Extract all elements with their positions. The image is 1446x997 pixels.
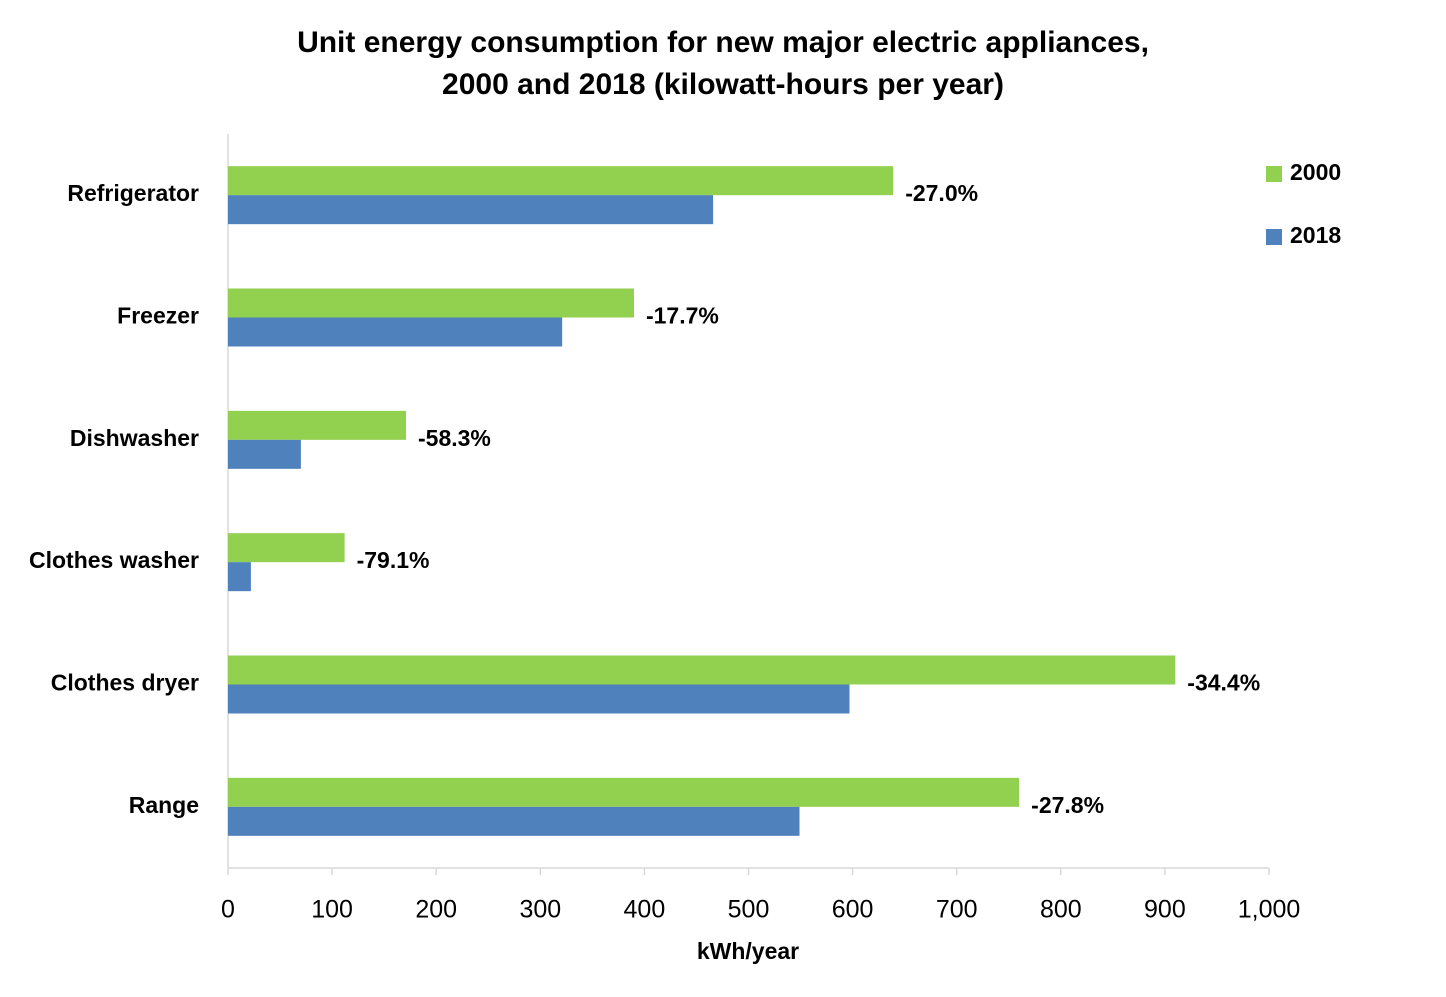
bar (228, 655, 1176, 685)
data-label: -27.0% (905, 180, 978, 206)
y-tick-label: Range (129, 792, 199, 818)
chart-title: 2000 and 2018 (kilowatt-hours per year) (442, 68, 1004, 101)
data-label: -27.8% (1031, 792, 1104, 818)
bar (228, 439, 301, 469)
y-tick-label: Refrigerator (67, 180, 199, 206)
x-tick-label: 200 (415, 896, 457, 924)
data-label: -34.4% (1187, 670, 1260, 696)
bar (228, 806, 800, 836)
legend-swatch (1266, 166, 1282, 182)
legend-swatch (1266, 229, 1282, 245)
x-tick-label: 100 (311, 896, 353, 924)
y-tick-label: Freezer (117, 303, 199, 329)
bar (228, 562, 251, 592)
x-tick-label: 600 (832, 896, 874, 924)
x-axis-title: kWh/year (697, 938, 799, 964)
x-tick-label: 500 (728, 896, 770, 924)
bar (228, 533, 345, 563)
data-label: -17.7% (646, 303, 719, 329)
x-tick-label: 0 (221, 896, 235, 924)
y-tick-label: Clothes washer (29, 547, 199, 573)
x-tick-label: 300 (519, 896, 561, 924)
legend-label: 2000 (1290, 159, 1341, 185)
data-label: -79.1% (357, 547, 430, 573)
x-tick-label: 900 (1144, 896, 1186, 924)
chart-title: Unit energy consumption for new major el… (297, 26, 1149, 59)
y-tick-label: Clothes dryer (51, 670, 199, 696)
bar (228, 195, 714, 225)
bar (228, 684, 850, 714)
bar (228, 166, 894, 196)
bar (228, 317, 563, 347)
x-tick-label: 700 (936, 896, 978, 924)
bar (228, 288, 634, 318)
bar (228, 777, 1020, 807)
bar (228, 410, 407, 440)
y-tick-label: Dishwasher (70, 425, 199, 451)
data-label: -58.3% (418, 425, 491, 451)
legend-label: 2018 (1290, 222, 1341, 248)
x-tick-label: 400 (624, 896, 666, 924)
x-tick-label: 1,000 (1238, 896, 1301, 924)
x-tick-label: 800 (1040, 896, 1082, 924)
